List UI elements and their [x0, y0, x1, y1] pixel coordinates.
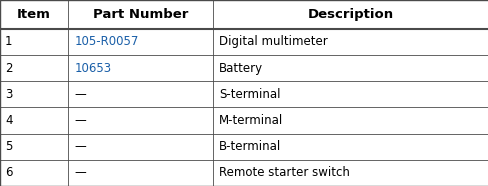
- Text: 2: 2: [5, 62, 12, 75]
- Text: B-terminal: B-terminal: [219, 140, 281, 153]
- Text: —: —: [74, 114, 86, 127]
- Text: 1: 1: [5, 35, 12, 48]
- Text: Digital multimeter: Digital multimeter: [219, 35, 327, 48]
- Text: Description: Description: [307, 8, 393, 21]
- Text: Remote starter switch: Remote starter switch: [219, 166, 349, 179]
- Text: —: —: [74, 140, 86, 153]
- Text: 10653: 10653: [74, 62, 111, 75]
- Text: —: —: [74, 166, 86, 179]
- Text: 5: 5: [5, 140, 12, 153]
- Text: 105-R0057: 105-R0057: [74, 35, 139, 48]
- Text: 6: 6: [5, 166, 12, 179]
- Text: S-terminal: S-terminal: [219, 88, 280, 101]
- Text: M-terminal: M-terminal: [219, 114, 283, 127]
- Text: Battery: Battery: [219, 62, 263, 75]
- Text: Item: Item: [17, 8, 51, 21]
- Text: 3: 3: [5, 88, 12, 101]
- Text: 4: 4: [5, 114, 12, 127]
- Text: —: —: [74, 88, 86, 101]
- Text: Part Number: Part Number: [93, 8, 188, 21]
